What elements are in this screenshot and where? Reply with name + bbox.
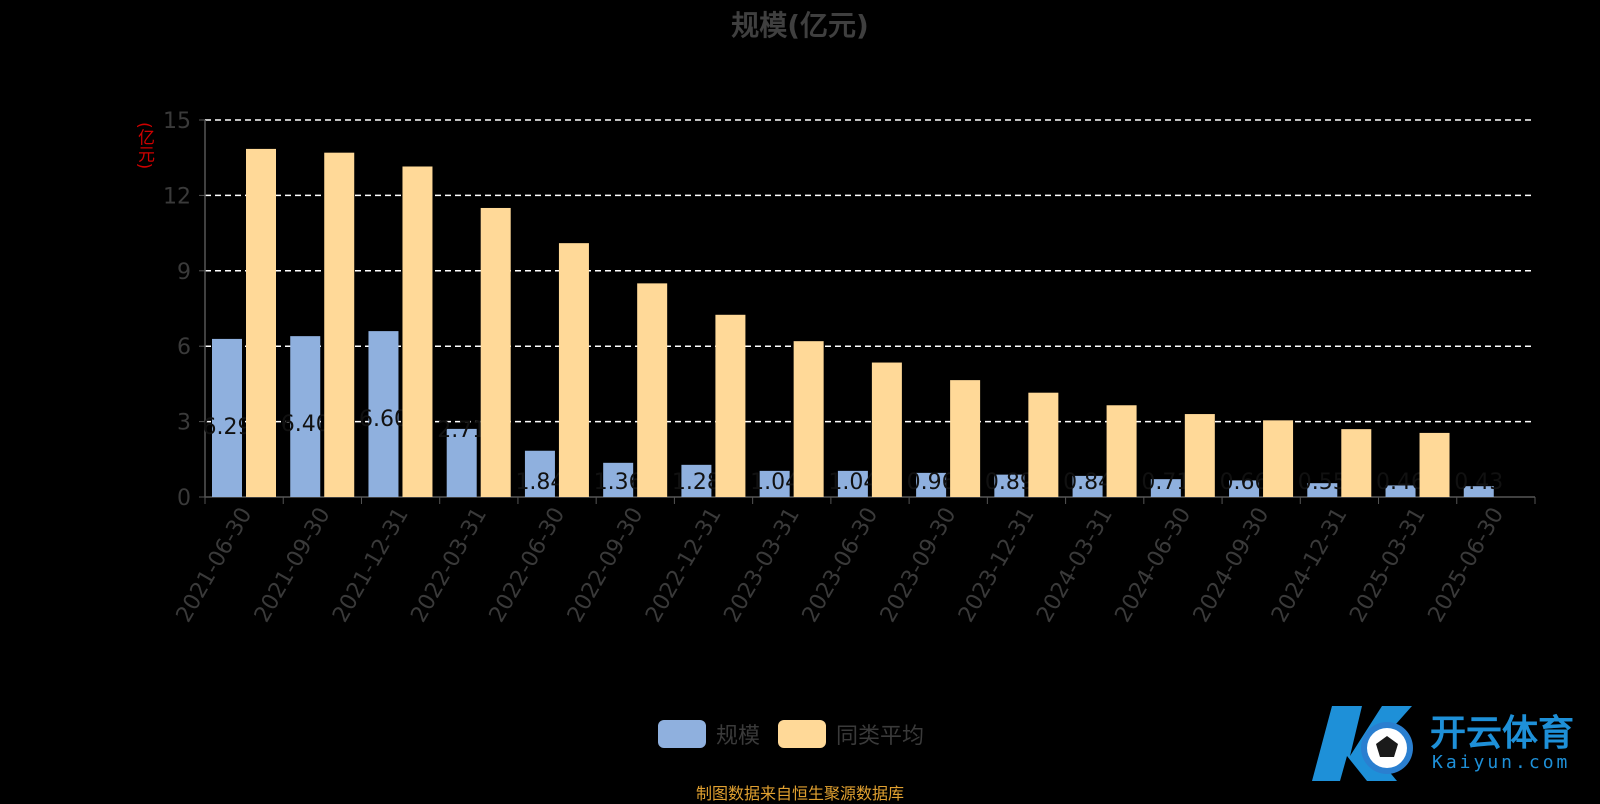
data-source-note: 制图数据来自恒生聚源数据库 <box>695 784 904 803</box>
data-label-scale: 0.84 <box>1063 470 1112 495</box>
x-tick-label: 2021-09-30 <box>250 504 336 627</box>
bar-average <box>871 362 902 497</box>
bar-average <box>1263 420 1294 497</box>
bar-average <box>1341 429 1372 497</box>
x-tick-label: 2023-09-30 <box>876 504 962 627</box>
legend-swatch-scale <box>658 720 706 748</box>
bar-average <box>637 283 668 497</box>
x-tick-label: 2025-03-31 <box>1345 504 1431 627</box>
bar-scale <box>1385 485 1416 497</box>
x-tick-label: 2024-03-31 <box>1032 504 1118 627</box>
data-label-scale: 1.04 <box>750 470 799 495</box>
y-axis-label: (亿元) <box>134 122 154 170</box>
bar-scale <box>603 462 634 497</box>
kaiyun-logo-icon <box>1312 706 1413 781</box>
bar-scale <box>446 428 477 497</box>
legend-label-scale: 规模 <box>716 724 761 749</box>
data-label-scale: 6.60 <box>359 407 408 432</box>
chart-title: 规模(亿元) <box>731 9 869 42</box>
y-tick-label: 3 <box>177 411 191 436</box>
y-tick-label: 15 <box>163 109 191 134</box>
bar-average <box>246 148 276 498</box>
x-tick-label: 2022-03-31 <box>406 503 492 626</box>
data-label-scale: 6.40 <box>281 412 330 437</box>
y-tick-label: 6 <box>177 335 191 360</box>
bar-average <box>950 380 981 497</box>
x-tick-label: 2023-03-31 <box>719 504 805 627</box>
bar-scale <box>524 450 555 497</box>
bar-scale <box>1463 486 1494 497</box>
data-label-scale: 0.89 <box>985 470 1034 495</box>
bar-scale <box>837 470 868 497</box>
bar-scale <box>1150 479 1181 497</box>
data-label-scale: 1.28 <box>672 470 721 495</box>
legend-label-average: 同类平均 <box>836 724 925 749</box>
bar-scale <box>759 470 790 497</box>
bar-average <box>715 314 746 497</box>
x-tick-label: 2022-12-31 <box>641 504 727 627</box>
legend: 规模 同类平均 <box>658 718 942 750</box>
x-tick-label: 2023-12-31 <box>954 504 1040 627</box>
data-label-scale: 0.43 <box>1454 470 1503 495</box>
x-tick-label: 2021-06-30 <box>172 504 258 627</box>
data-label-scale: 6.29 <box>203 415 252 440</box>
data-label-scale: 0.66 <box>1220 470 1269 495</box>
data-label-scale: 1.04 <box>828 470 877 495</box>
x-tick-label: 2024-09-30 <box>1189 504 1275 627</box>
bar-average <box>1028 392 1059 497</box>
x-tick-label: 2023-06-30 <box>798 504 884 627</box>
bar-scale <box>681 464 712 497</box>
data-label-scale: 0.71 <box>1141 470 1190 495</box>
watermark-main: 开云体育 <box>1430 713 1575 754</box>
bar-average <box>324 152 355 497</box>
data-label-scale: 1.84 <box>515 470 564 495</box>
data-label-scale: 2.71 <box>437 418 486 443</box>
data-label-scale: 0.46 <box>1376 470 1425 495</box>
bar-average <box>480 207 511 497</box>
data-label-scale: 1.36 <box>594 470 643 495</box>
x-tick-label: 2022-06-30 <box>485 504 571 627</box>
legend-item-scale[interactable]: 规模 <box>658 718 760 750</box>
x-tick-label: 2021-12-31 <box>328 504 414 627</box>
y-tick-label: 0 <box>177 486 191 511</box>
data-label-scale: 0.55 <box>1298 470 1347 495</box>
bar-average <box>1184 414 1215 497</box>
bar-scale <box>212 338 242 497</box>
data-label-scale: 0.96 <box>907 470 956 495</box>
x-tick-label: 2024-12-31 <box>1267 504 1353 627</box>
bar-scale <box>1307 483 1338 497</box>
bar-average <box>558 243 589 497</box>
bar-scale <box>368 331 399 497</box>
bar-average <box>793 341 824 497</box>
bar-scale <box>1229 480 1260 497</box>
x-tick-label: 2024-06-30 <box>1111 504 1197 627</box>
y-tick-label: 12 <box>163 184 191 209</box>
watermark-sub: Kaiyun.com <box>1432 752 1571 773</box>
x-tick-label: 2022-09-30 <box>563 504 649 627</box>
legend-item-average[interactable]: 同类平均 <box>778 718 924 750</box>
bar-average <box>1419 432 1450 497</box>
bar-scale <box>994 474 1025 497</box>
bar-average <box>1106 405 1137 497</box>
bar-average <box>402 166 433 497</box>
bar-scale <box>1072 475 1103 497</box>
bar-scale <box>916 472 947 497</box>
y-tick-label: 9 <box>177 260 191 285</box>
bar-scale <box>290 336 321 497</box>
x-tick-label: 2025-06-30 <box>1423 504 1509 627</box>
legend-swatch-average <box>778 720 827 748</box>
